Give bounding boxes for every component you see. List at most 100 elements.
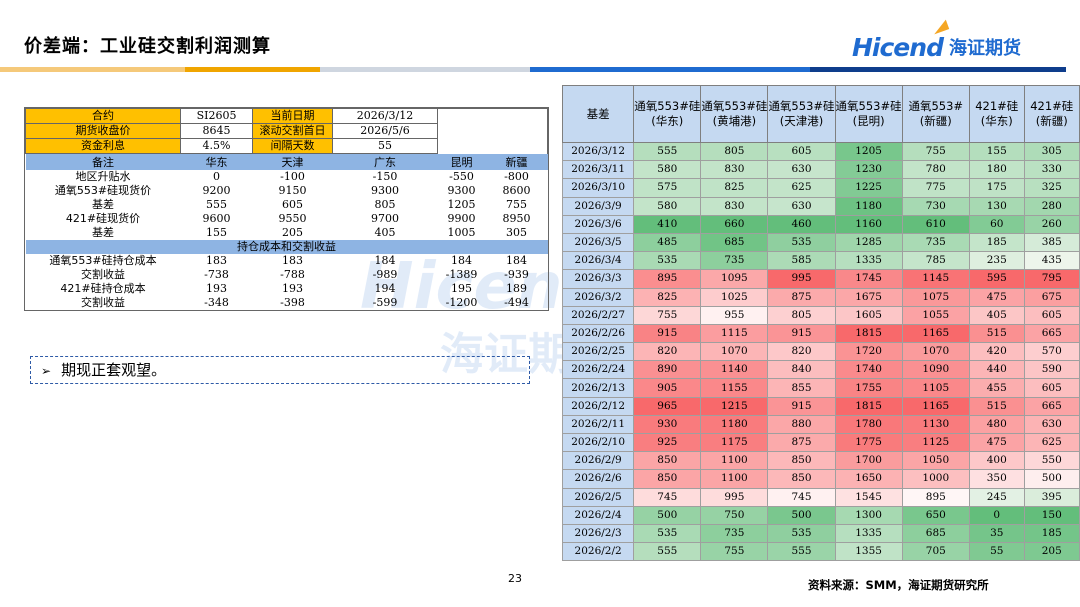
row-label: 通氧553#硅持仓成本 <box>49 254 157 267</box>
basis-row: 2026/3/9 580 830 630 1180 730 130 280 <box>561 196 1080 216</box>
value-cell: -398 <box>280 296 305 309</box>
basis-value-cell: 1745 <box>834 269 903 289</box>
basis-value-cell: 1070 <box>700 342 769 362</box>
info-cell: 期货收盘价 <box>25 123 181 139</box>
date-cell: 2026/2/5 <box>561 487 635 507</box>
header-name: 通氧553# <box>908 99 964 113</box>
value-cell: 755 <box>506 198 527 211</box>
basis-value-cell: 385 <box>1023 232 1080 253</box>
basis-value-cell: 805 <box>700 141 769 162</box>
basis-value-cell: 1355 <box>834 542 903 562</box>
conclusion-text: 期现正套观望。 <box>61 361 167 379</box>
value-cell: 189 <box>506 282 527 295</box>
header-name: 421#硅 <box>975 99 1019 113</box>
value-cell: -738 <box>204 268 229 281</box>
info-cell: 资金利息 <box>25 138 181 154</box>
basis-value-cell: 475 <box>968 432 1025 453</box>
basis-row: 2026/3/6 410 660 460 1160 610 60 260 <box>561 214 1080 234</box>
date-cell: 2026/2/11 <box>561 414 635 435</box>
value-cell: 1005 <box>447 226 476 239</box>
basis-value-cell: 260 <box>1023 214 1080 234</box>
basis-value-cell: 755 <box>700 542 769 562</box>
basis-value-cell: 235 <box>968 251 1025 271</box>
data-row: 交割收益 -738 -788 -989 -1389 -939 <box>26 268 548 282</box>
basis-value-cell: 1755 <box>834 378 903 398</box>
value-cell: -599 <box>372 296 398 309</box>
info-cell: 8645 <box>180 123 253 139</box>
basis-row: 2026/2/9 850 1100 850 1700 1050 400 550 <box>561 451 1080 471</box>
basis-value-cell: 650 <box>901 505 970 525</box>
basis-value-cell: 515 <box>968 323 1025 344</box>
info-cell: 当前日期 <box>252 108 333 124</box>
value-cell: 305 <box>506 226 527 239</box>
data-row: 地区升贴水 0 -100 -150 -550 -800 <box>26 170 548 184</box>
basis-value-cell: 400 <box>968 451 1025 471</box>
section-row: 持仓成本和交割收益 <box>25 240 548 254</box>
basis-value-cell: 180 <box>968 160 1025 180</box>
basis-value-cell: 735 <box>700 523 769 544</box>
value-cell: 9300 <box>447 184 476 197</box>
basis-value-cell: 1145 <box>901 269 970 289</box>
value-cell: 9900 <box>447 212 476 225</box>
header-region: (华东) <box>980 114 1013 128</box>
page-title: 价差端：工业硅交割利润测算 <box>24 36 271 57</box>
basis-row: 2026/2/4 500 750 500 1300 650 0 150 <box>561 505 1080 525</box>
basis-value-cell: 605 <box>1023 378 1080 398</box>
header-stripe-5 <box>810 67 1066 72</box>
basis-value-cell: 1100 <box>700 469 769 489</box>
basis-row: 2026/3/12 555 805 605 1205 755 155 305 <box>561 141 1080 162</box>
basis-row: 2026/2/25 820 1070 820 1720 1070 420 570 <box>561 342 1080 362</box>
basis-value-cell: 665 <box>1023 396 1080 416</box>
basis-value-cell: 705 <box>901 542 970 562</box>
region-header-cell: 新疆 <box>485 153 548 170</box>
region-header-cell: 备注 <box>25 153 181 170</box>
conclusion-note: ➢ 期现正套观望。 <box>30 356 530 384</box>
value-cell: 193 <box>282 282 303 295</box>
header-region: (天津港) <box>779 114 824 128</box>
value-cell: -989 <box>372 268 398 281</box>
date-cell: 2026/2/27 <box>561 305 635 325</box>
row-label: 421#硅现货价 <box>65 212 141 225</box>
date-cell: 2026/2/4 <box>561 505 635 525</box>
basis-value-cell: 480 <box>968 414 1025 435</box>
basis-value-cell: 685 <box>901 523 970 544</box>
basis-value-cell: 595 <box>968 269 1025 289</box>
date-cell: 2026/3/10 <box>561 178 635 198</box>
value-cell: 8950 <box>502 212 531 225</box>
info-row: 合约 SI2605 当前日期 2026/3/12 <box>25 108 548 124</box>
basis-value-cell: 1175 <box>700 432 769 453</box>
basis-value-cell: 625 <box>1023 432 1080 453</box>
date-cell: 2026/2/6 <box>561 469 635 489</box>
basis-value-cell: 1700 <box>834 451 903 471</box>
basis-header-cell: 通氧553#硅 (黄埔港) <box>700 85 769 143</box>
basis-value-cell: 175 <box>968 178 1025 198</box>
info-cell: 间隔天数 <box>252 138 333 154</box>
basis-value-cell: 605 <box>1023 305 1080 325</box>
basis-value-cell: 1335 <box>834 523 903 544</box>
basis-value-cell: 330 <box>1023 160 1080 180</box>
value-cell: -100 <box>280 170 305 183</box>
basis-row: 2026/2/24 890 1140 840 1740 1090 440 590 <box>561 360 1080 380</box>
basis-value-cell: 1740 <box>834 360 903 380</box>
info-cell: 4.5% <box>180 138 253 154</box>
logo-text-en: Hicend <box>852 32 944 62</box>
date-cell: 2026/3/12 <box>561 141 635 162</box>
value-cell: 193 <box>206 282 227 295</box>
basis-value-cell: 785 <box>901 251 970 271</box>
basis-row: 2026/2/26 915 1115 915 1815 1165 515 665 <box>561 323 1080 344</box>
basis-value-cell: 1140 <box>700 360 769 380</box>
company-logo: Hicend 海证期货 <box>852 19 1021 64</box>
basis-value-cell: 1605 <box>834 305 903 325</box>
date-cell: 2026/2/13 <box>561 378 635 398</box>
basis-value-cell: 825 <box>700 178 769 198</box>
basis-value-cell: 585 <box>767 251 836 271</box>
basis-value-cell: 575 <box>633 178 702 198</box>
basis-value-cell: 1155 <box>700 378 769 398</box>
basis-row: 2026/2/13 905 1155 855 1755 1105 455 605 <box>561 378 1080 398</box>
basis-value-cell: 965 <box>633 396 702 416</box>
value-cell: 184 <box>451 254 472 267</box>
basis-header-cell: 通氧553#硅 (华东) <box>633 85 702 143</box>
info-cell: 滚动交割首日 <box>252 123 333 139</box>
value-cell: 805 <box>374 198 396 211</box>
basis-value-cell: 875 <box>767 432 836 453</box>
